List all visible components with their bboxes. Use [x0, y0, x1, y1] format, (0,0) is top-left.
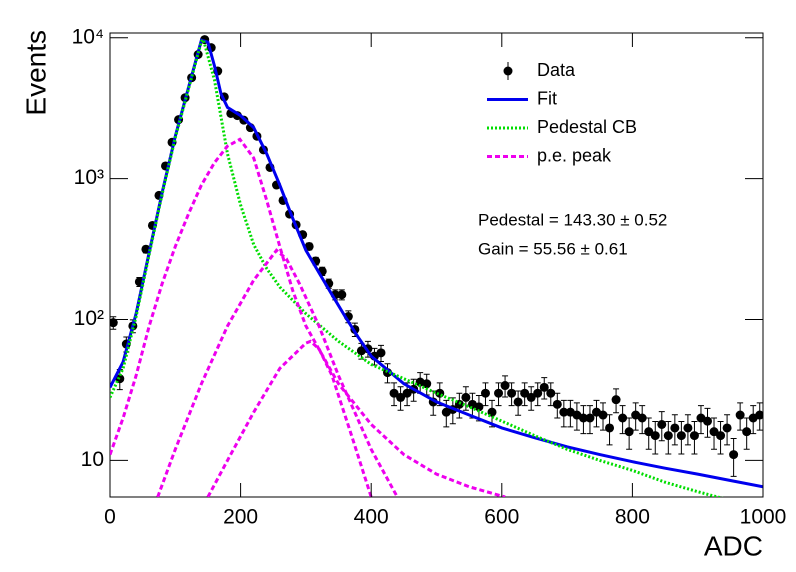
- data-point: [526, 392, 536, 402]
- data-point: [389, 388, 399, 398]
- annotation: Gain = 55.56 ± 0.61: [478, 239, 628, 258]
- data-point: [735, 410, 745, 420]
- data-point: [337, 290, 347, 300]
- data-point: [742, 427, 752, 437]
- data-point: [611, 395, 621, 405]
- legend-label: Data: [537, 60, 576, 80]
- data-point: [507, 388, 517, 398]
- data-point: [729, 450, 739, 460]
- y-tick-label: 10³: [74, 166, 104, 189]
- x-axis-title: ADC: [704, 530, 763, 561]
- x-tick-label: 0: [104, 506, 116, 529]
- curve: [156, 248, 399, 497]
- data-point: [376, 348, 386, 358]
- data-point: [110, 318, 118, 328]
- data-point: [474, 402, 484, 412]
- data-point: [598, 410, 608, 420]
- data-point: [520, 388, 530, 398]
- legend-label: p.e. peak: [537, 145, 612, 165]
- data-point: [605, 423, 615, 433]
- data-point: [637, 413, 647, 423]
- curve: [110, 137, 506, 497]
- data-point: [722, 423, 732, 433]
- legend-label: Pedestal CB: [537, 117, 637, 137]
- legend-label: Fit: [537, 88, 557, 108]
- legend-swatch: [503, 66, 513, 76]
- data-point: [618, 413, 628, 423]
- data-point: [513, 397, 523, 407]
- x-tick-label: 600: [484, 506, 519, 529]
- data-point: [689, 431, 699, 441]
- x-tick-label: 800: [615, 506, 650, 529]
- data-point: [552, 399, 562, 409]
- data-point: [500, 381, 510, 391]
- data-point: [539, 382, 549, 392]
- curve: [206, 339, 373, 497]
- data-point: [663, 431, 673, 441]
- curve: [110, 36, 724, 497]
- data-point: [480, 388, 490, 398]
- y-tick-label: 10: [81, 448, 104, 471]
- data-point: [624, 427, 634, 437]
- data-point: [676, 431, 686, 441]
- data-point: [461, 392, 471, 402]
- annotation: Pedestal = 143.30 ± 0.52: [478, 210, 667, 229]
- data-point: [533, 388, 543, 398]
- data-point: [546, 388, 556, 398]
- data-point: [755, 410, 763, 420]
- data-point: [670, 423, 680, 433]
- x-tick-label: 200: [223, 506, 258, 529]
- y-tick-label: 10⁴: [72, 25, 104, 48]
- x-tick-label: 400: [354, 506, 389, 529]
- data-point: [650, 431, 660, 441]
- data-point: [435, 388, 445, 398]
- data-point: [716, 431, 726, 441]
- curve: [110, 38, 763, 489]
- data-point: [304, 241, 314, 251]
- data-point: [559, 407, 569, 417]
- plot-area: [110, 35, 763, 497]
- y-tick-label: 10²: [74, 307, 104, 330]
- data-point: [396, 392, 406, 402]
- plot-frame: [109, 32, 764, 498]
- y-axis-title: Events: [20, 30, 51, 116]
- data-point: [683, 423, 693, 433]
- data-point: [494, 388, 504, 398]
- data-point: [578, 413, 588, 423]
- x-tick-label: 1000: [740, 506, 787, 529]
- data-point: [402, 388, 412, 398]
- data-point: [657, 419, 667, 429]
- data-point: [585, 413, 595, 423]
- data-point: [702, 416, 712, 426]
- data-point: [709, 427, 719, 437]
- data-point: [422, 379, 432, 389]
- data-point: [644, 427, 654, 437]
